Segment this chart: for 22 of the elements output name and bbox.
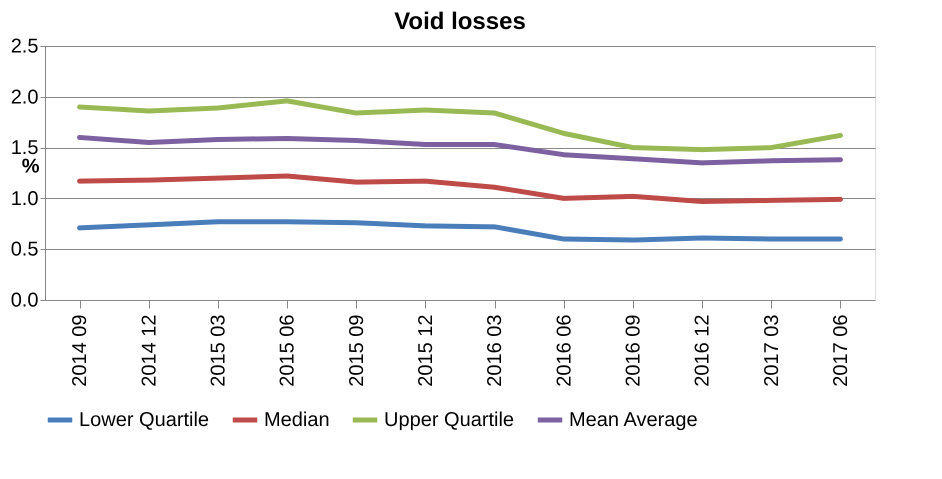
legend-label: Mean Average bbox=[569, 409, 698, 431]
x-tick-label: 2014 09 bbox=[69, 314, 92, 387]
chart-title: Void losses bbox=[394, 8, 526, 35]
x-tick-label: 2014 12 bbox=[138, 314, 160, 387]
x-tick-label: 2016 12 bbox=[692, 314, 714, 387]
x-tick-label: 2016 06 bbox=[553, 314, 576, 387]
x-tick-label: 2016 09 bbox=[622, 314, 644, 387]
legend-label: Upper Quartile bbox=[384, 409, 514, 431]
x-tick-label: 2016 03 bbox=[484, 314, 506, 387]
x-tick-label: 2017 06 bbox=[830, 314, 852, 387]
legend-label: Median bbox=[264, 409, 330, 431]
y-tick-label: 1.0 bbox=[10, 188, 38, 210]
x-tick-label: 2015 12 bbox=[414, 314, 437, 387]
x-tick-label: 2015 03 bbox=[207, 314, 230, 387]
x-tick-label: 2015 06 bbox=[276, 314, 299, 387]
y-tick-label: 2.0 bbox=[10, 86, 38, 108]
y-tick-label: 2.5 bbox=[10, 36, 38, 58]
y-tick-label: 0.0 bbox=[10, 290, 38, 312]
x-tick-label: 2017 03 bbox=[760, 314, 783, 387]
y-tick-label: 0.5 bbox=[10, 238, 38, 261]
x-tick-label: 2015 09 bbox=[346, 314, 368, 387]
legend-label: Lower Quartile bbox=[79, 409, 210, 431]
